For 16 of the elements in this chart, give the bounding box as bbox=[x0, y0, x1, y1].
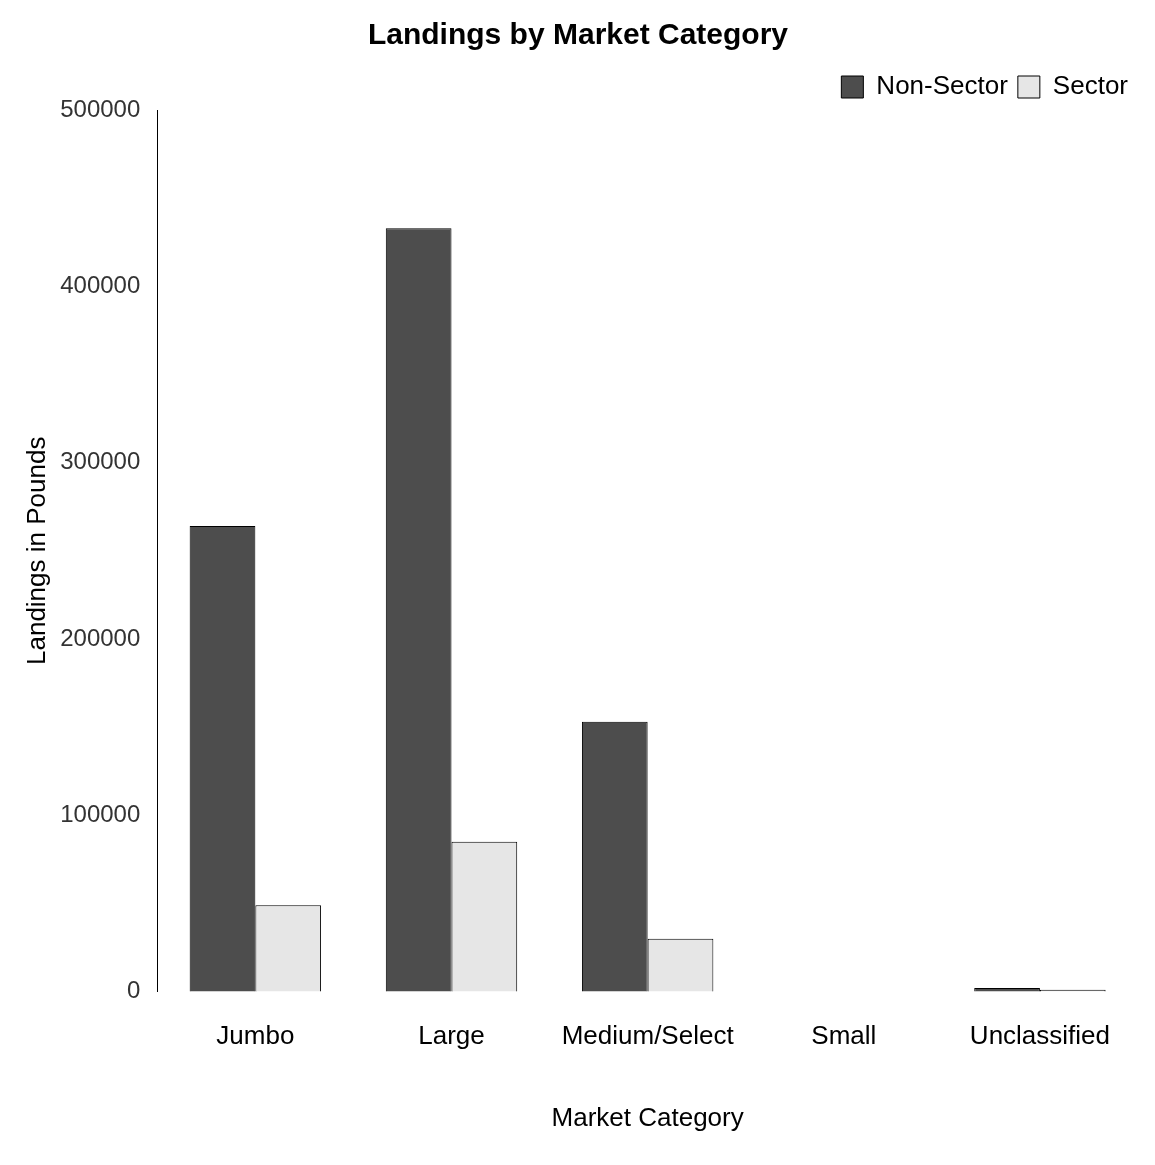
x-axis-title: Market Category bbox=[551, 1101, 744, 1132]
x-tick-label: Unclassified bbox=[969, 1020, 1111, 1051]
y-tick-label: 200000 bbox=[60, 623, 141, 651]
y-tick-label: 0 bbox=[126, 976, 141, 1004]
x-tick-label: Jumbo bbox=[216, 1020, 295, 1051]
y-tick-label: 100000 bbox=[60, 799, 141, 827]
x-tick-label: Large bbox=[418, 1020, 485, 1051]
y-axis-title: Landings in Pounds bbox=[20, 436, 51, 665]
y-tick-label: 500000 bbox=[60, 94, 141, 122]
y-tick-label: 300000 bbox=[60, 447, 141, 475]
y-tick-label: 400000 bbox=[60, 270, 141, 298]
x-tick-label: Medium/Select bbox=[561, 1020, 735, 1051]
legend-label: Sector bbox=[1052, 70, 1129, 101]
chart-title: Landings by Market Category bbox=[367, 17, 789, 51]
legend-label: Non-Sector bbox=[876, 70, 1009, 101]
x-tick-label: Small bbox=[811, 1020, 877, 1051]
